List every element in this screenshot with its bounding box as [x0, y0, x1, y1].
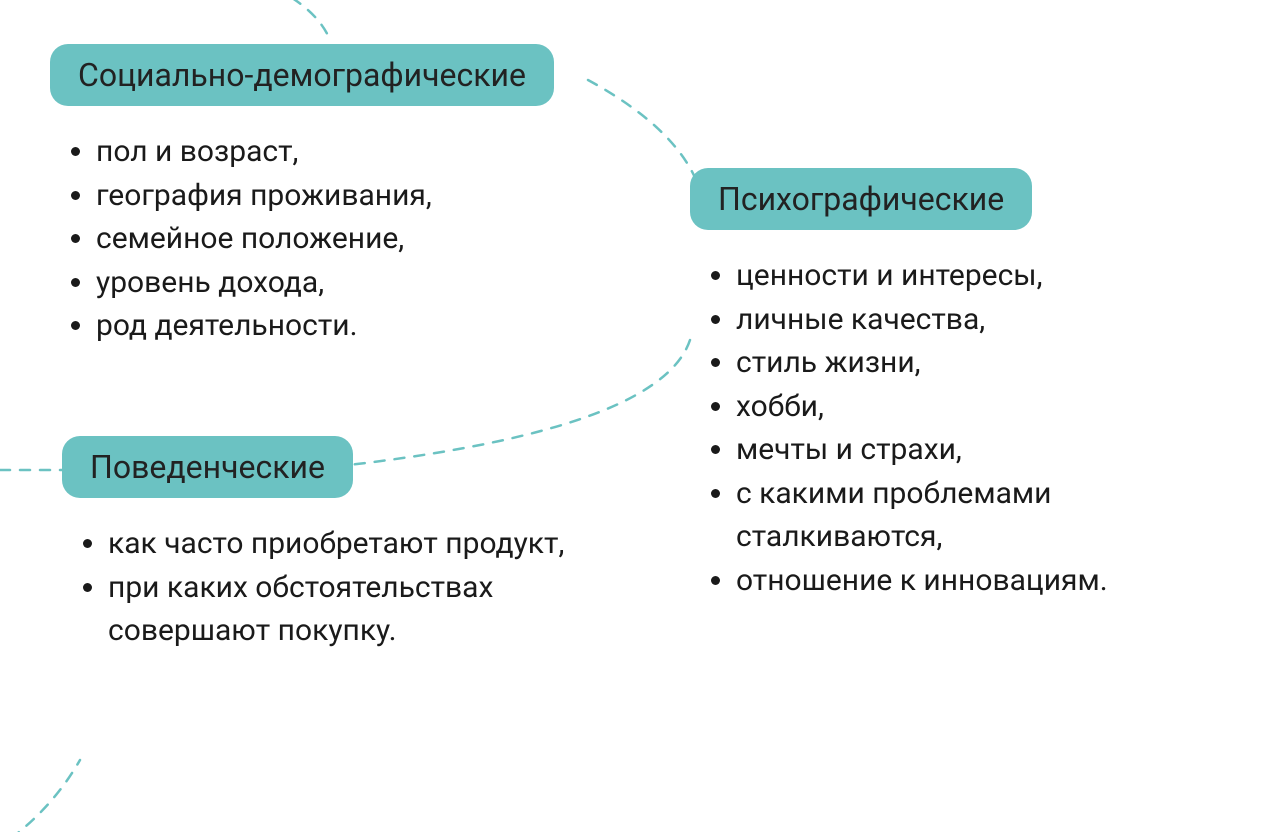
section-socio-demographic: Социально-демографические пол и возраст,…	[50, 44, 610, 348]
list-item: как часто приобретают продукт,	[108, 522, 642, 566]
list-item: география проживания,	[96, 174, 610, 218]
badge-psychographic: Психографические	[690, 168, 1032, 230]
list-item: семейное положение,	[96, 217, 610, 261]
list-item: пол и возраст,	[96, 130, 610, 174]
list-item: уровень дохода,	[96, 261, 610, 305]
badge-socio-demographic: Социально-демографические	[50, 44, 554, 106]
badge-behavioral: Поведенческие	[62, 436, 353, 498]
list-item: мечты и страхи,	[736, 428, 1220, 472]
list-item: с какими проблемами сталкиваются,	[736, 472, 1220, 559]
list-item: род деятельности.	[96, 304, 610, 348]
list-item: при каких обстоятельствах совершают поку…	[108, 566, 642, 653]
list-behavioral: как часто приобретают продукт, при каких…	[62, 522, 642, 653]
list-item: хобби,	[736, 385, 1220, 429]
section-psychographic: Психографические ценности и интересы, ли…	[690, 168, 1220, 602]
list-item: стиль жизни,	[736, 341, 1220, 385]
section-behavioral: Поведенческие как часто приобретают прод…	[62, 436, 642, 653]
list-item: личные качества,	[736, 298, 1220, 342]
list-item: отношение к инновациям.	[736, 559, 1220, 603]
list-psychographic: ценности и интересы, личные качества, ст…	[690, 254, 1220, 602]
list-item: ценности и интересы,	[736, 254, 1220, 298]
list-socio-demographic: пол и возраст, география проживания, сем…	[50, 130, 610, 348]
